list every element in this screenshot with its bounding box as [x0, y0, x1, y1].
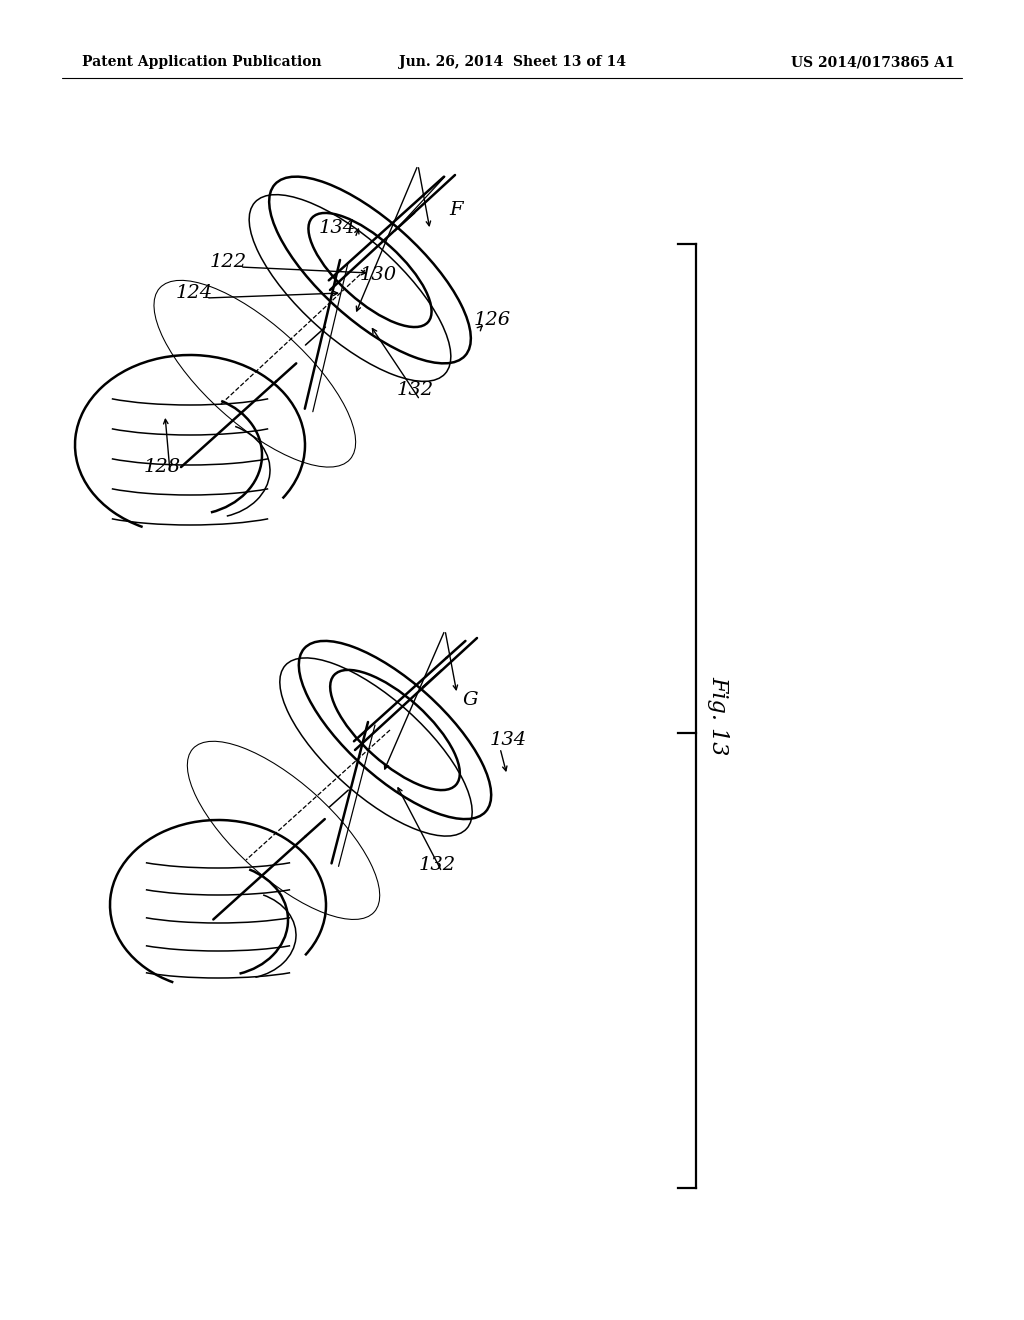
Text: Fig. 13: Fig. 13: [708, 676, 729, 756]
Text: 132: 132: [419, 855, 456, 874]
Text: US 2014/0173865 A1: US 2014/0173865 A1: [792, 55, 955, 69]
Text: Jun. 26, 2014  Sheet 13 of 14: Jun. 26, 2014 Sheet 13 of 14: [398, 55, 626, 69]
Text: 122: 122: [210, 253, 247, 271]
Text: 124: 124: [175, 284, 213, 302]
Text: 134: 134: [489, 731, 526, 748]
Text: G: G: [462, 690, 478, 709]
Text: 130: 130: [359, 267, 396, 284]
Text: Patent Application Publication: Patent Application Publication: [82, 55, 322, 69]
Text: 134: 134: [318, 219, 355, 238]
Text: 126: 126: [473, 312, 511, 329]
Text: F: F: [450, 201, 463, 219]
Text: 128: 128: [143, 458, 180, 477]
Text: 132: 132: [396, 381, 433, 399]
